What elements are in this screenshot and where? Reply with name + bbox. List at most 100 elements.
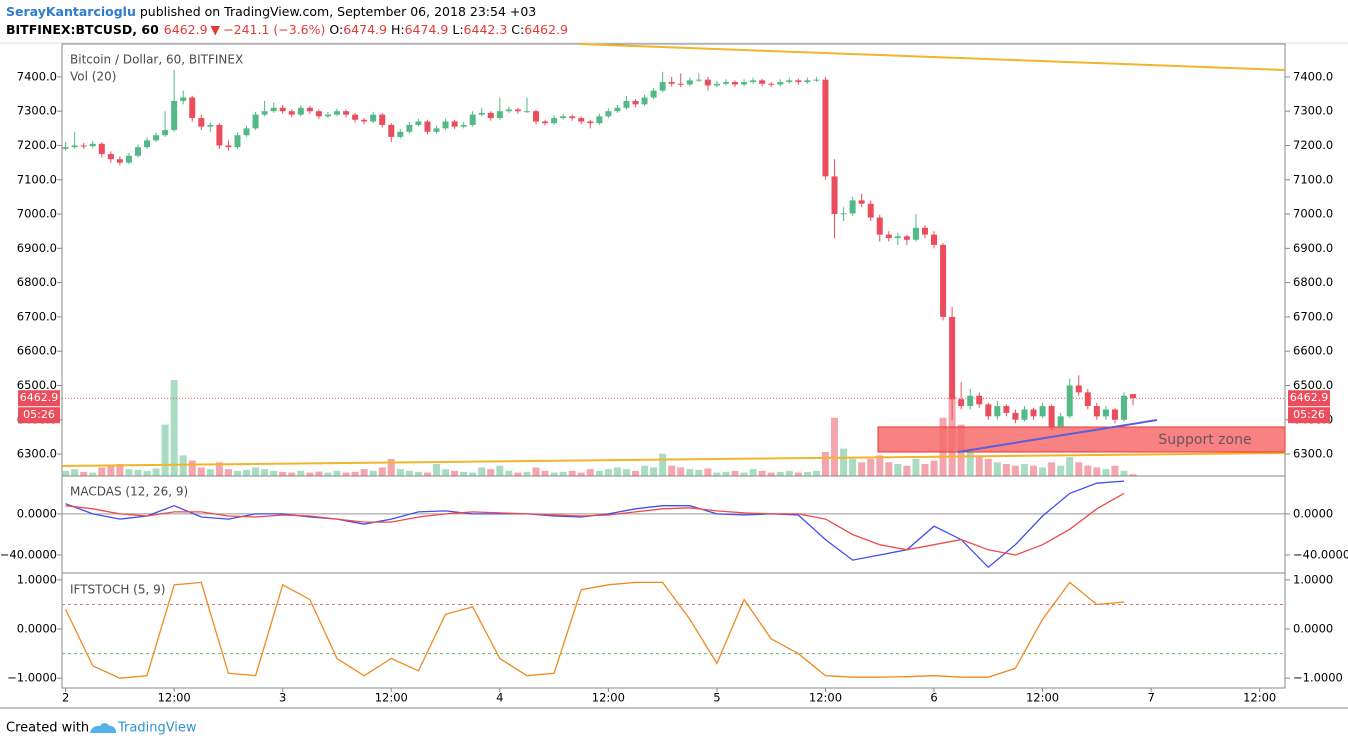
volume-bar — [1102, 469, 1110, 476]
candle-body — [1012, 412, 1019, 420]
candle-body — [867, 203, 874, 218]
candle-body — [225, 145, 232, 148]
candle-body — [921, 227, 928, 235]
candle-body — [252, 114, 259, 129]
y-tick-label: 1.0000 — [1293, 572, 1333, 586]
volume-bar — [993, 462, 1001, 476]
volume-bar — [867, 458, 875, 476]
volume-bar — [550, 472, 558, 476]
candle-body — [352, 114, 359, 120]
candle-body — [750, 80, 757, 83]
candle-body — [71, 145, 78, 148]
candle-body — [324, 114, 331, 117]
y-tick-label: 6800.0 — [17, 275, 57, 289]
volume-bar — [451, 470, 459, 476]
candle-body — [1066, 385, 1073, 417]
price-label: 6462.9 — [1290, 391, 1329, 404]
volume-bar — [840, 448, 848, 476]
candle-body — [288, 111, 295, 115]
candle-body — [632, 100, 639, 105]
volume-bar — [622, 469, 630, 476]
x-tick-label: 3 — [279, 691, 286, 705]
trendline — [61, 452, 1286, 467]
volume-bar — [270, 470, 278, 476]
x-tick-label: 4 — [496, 691, 503, 705]
y-tick-label: 7100.0 — [17, 172, 57, 186]
volume-bar — [197, 467, 205, 476]
volume-bar — [478, 467, 486, 476]
volume-bar — [849, 458, 857, 476]
volume-bar — [659, 453, 667, 476]
volume-bar — [116, 464, 124, 476]
candle-body — [442, 121, 449, 129]
candle-body — [144, 140, 151, 148]
candle-body — [487, 112, 494, 119]
x-tick-label: 2 — [62, 691, 69, 705]
countdown-box — [18, 407, 60, 424]
y-tick-label: 6700.0 — [17, 309, 57, 323]
brand[interactable]: TradingView — [117, 721, 197, 736]
candle-body — [605, 111, 612, 117]
candle-body — [98, 143, 105, 155]
candle-body — [153, 135, 160, 141]
arrow: ▼ — [211, 22, 221, 37]
x-tick-label: 6 — [930, 691, 937, 705]
candle-body — [876, 217, 883, 235]
candle-body — [1003, 406, 1010, 413]
candle-body — [813, 79, 820, 81]
logo[interactable] — [90, 723, 116, 733]
volume-bar — [903, 465, 911, 476]
volume-bar — [1120, 470, 1128, 476]
candle-body — [668, 82, 675, 84]
volume-bar — [912, 458, 920, 476]
header-line2: BITFINEX:BTCUSD, 60 6462.9 ▼ −241.1 (−3.6%)… — [6, 22, 568, 37]
volume-bar — [125, 469, 133, 476]
countdown: 05:26 — [23, 408, 55, 421]
volume-bar — [975, 455, 983, 476]
candle-body — [958, 399, 965, 407]
candle-body — [1048, 406, 1055, 427]
volume-bar — [677, 467, 685, 476]
candle-body — [885, 234, 892, 239]
candle-body — [976, 395, 983, 405]
volume-bar — [894, 464, 902, 476]
candle-body — [949, 316, 956, 400]
candle-body — [180, 97, 187, 101]
candle-body — [523, 111, 530, 113]
candle-body — [80, 145, 87, 147]
volume-bar — [632, 470, 640, 476]
candle-body — [333, 111, 340, 115]
volume-bar — [469, 472, 477, 476]
volume-bar — [152, 468, 160, 476]
candle-body — [940, 244, 947, 317]
volume-bar — [740, 472, 748, 476]
volume-bar — [523, 471, 531, 476]
pane-title: Bitcoin / Dollar, 60, BITFINEX — [70, 53, 243, 67]
y-tick-label: 7200.0 — [17, 138, 57, 152]
candle-body — [686, 80, 693, 85]
volume-bar — [243, 469, 251, 476]
volume-bar — [821, 452, 829, 476]
volume-bar — [71, 469, 79, 476]
volume-bar — [541, 470, 549, 476]
candle-body — [912, 227, 919, 240]
candle-body — [315, 111, 322, 117]
candle-body — [732, 82, 739, 85]
candle-body — [343, 111, 350, 115]
volume-bar — [143, 470, 151, 476]
candle-body — [134, 147, 141, 156]
y-tick-label: −40.0000 — [1293, 547, 1348, 561]
y-tick-label: 6700.0 — [1293, 309, 1333, 323]
volume-bar — [360, 469, 368, 476]
volume-bar — [568, 470, 576, 476]
volume-bar — [80, 471, 88, 476]
author[interactable]: SerayKantarcioglu — [6, 4, 136, 19]
candle-body — [162, 130, 169, 136]
volume-bar — [984, 458, 992, 476]
volume-bar — [1111, 465, 1119, 476]
candle-body — [722, 82, 729, 84]
volume-bar — [89, 472, 97, 476]
candle-body — [297, 107, 304, 115]
y-tick-label: 0.0000 — [17, 622, 57, 636]
volume-bar — [297, 470, 305, 476]
